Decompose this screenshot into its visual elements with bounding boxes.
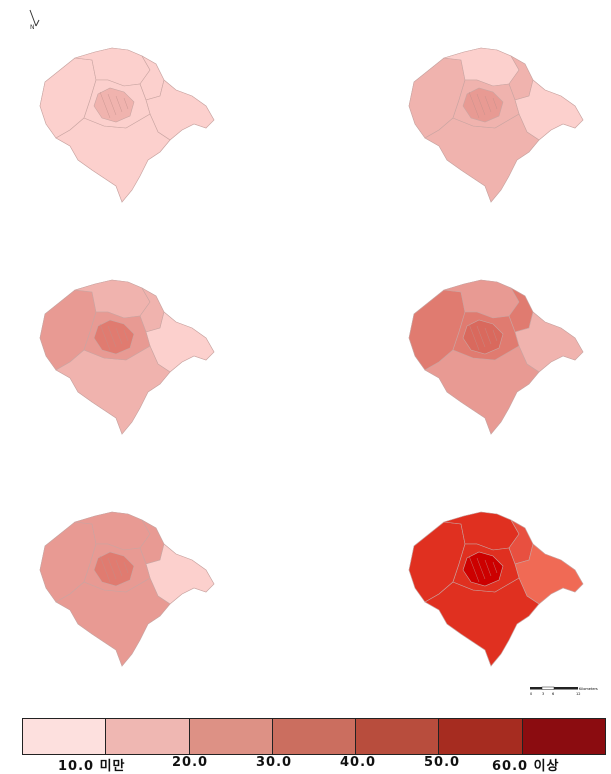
- scale-bar: 0 3 6 12 Kilometers: [530, 686, 598, 696]
- map-region-south: [424, 577, 540, 667]
- map-panel: [39, 47, 215, 203]
- legend-label: 20.0: [172, 755, 209, 770]
- map-district-border: [468, 323, 480, 351]
- map-district-border: [115, 327, 123, 345]
- legend-color-bar: [22, 718, 606, 755]
- map-district-border: [484, 95, 492, 113]
- map-region-center: [93, 319, 135, 355]
- legend-label: 30.0: [256, 755, 293, 770]
- map-district-border: [476, 93, 486, 116]
- map-region-center: [462, 319, 504, 355]
- north-arrow-icon: [29, 9, 40, 27]
- legend-swatch: [189, 719, 273, 754]
- scale-segment-1: [530, 687, 542, 690]
- map-district-border: [115, 95, 123, 113]
- map-district-border: [99, 323, 111, 351]
- choropleth-map-panels: [39, 47, 584, 667]
- map-district-border: [468, 555, 480, 583]
- map-district-border: [107, 557, 117, 580]
- legend-label: 10.0 미만: [58, 759, 126, 774]
- map-district-border: [492, 329, 498, 342]
- map-panel: [408, 279, 584, 435]
- map-district-border: [99, 555, 111, 583]
- scale-tick-label: 12: [576, 692, 580, 696]
- map-panel: [408, 511, 584, 667]
- scale-segment-3: [554, 687, 578, 690]
- map-district-border: [123, 97, 129, 110]
- map-district-border: [123, 329, 129, 342]
- scale-unit-label: Kilometers: [579, 687, 598, 691]
- legend-swatch: [23, 719, 107, 754]
- legend-labels: 10.0 미만 20.0 30.0 40.0 50.0 60.0 이상: [0, 755, 611, 774]
- map-district-border: [107, 93, 117, 116]
- map-district-border: [115, 559, 123, 577]
- map-district-border: [492, 97, 498, 110]
- map-region-south: [424, 345, 540, 435]
- legend-label: 40.0: [340, 755, 377, 770]
- legend-swatch: [272, 719, 357, 754]
- legend-swatch: [522, 719, 605, 754]
- map-district-border: [468, 91, 480, 119]
- scale-tick-label: 3: [542, 692, 544, 696]
- map-region-center: [93, 551, 135, 587]
- map-region-center: [93, 87, 135, 123]
- map-region-center: [462, 87, 504, 123]
- map-region-south: [55, 113, 171, 203]
- map-panel: [39, 511, 215, 667]
- map-district-border: [484, 327, 492, 345]
- map-region-south: [55, 577, 171, 667]
- scale-tick-label: 0: [530, 692, 532, 696]
- map-district-border: [123, 561, 129, 574]
- map-region-south: [424, 113, 540, 203]
- scale-segment-2: [541, 686, 555, 690]
- map-district-border: [476, 557, 486, 580]
- map-panel: [39, 279, 215, 435]
- legend-swatch: [356, 719, 440, 754]
- legend-swatch: [106, 719, 190, 754]
- scale-tick-label: 6: [552, 692, 554, 696]
- map-region-center: [462, 551, 504, 587]
- map-district-border: [107, 325, 117, 348]
- map-district-border: [476, 325, 486, 348]
- map-district-border: [492, 561, 498, 574]
- legend-label: 50.0: [424, 755, 461, 770]
- map-district-border: [99, 91, 111, 119]
- map-panel: [408, 47, 584, 203]
- map-region-south: [55, 345, 171, 435]
- map-district-border: [484, 559, 492, 577]
- north-label: N: [30, 24, 35, 31]
- legend-label: 60.0 이상: [492, 759, 560, 774]
- legend-swatch: [439, 719, 523, 754]
